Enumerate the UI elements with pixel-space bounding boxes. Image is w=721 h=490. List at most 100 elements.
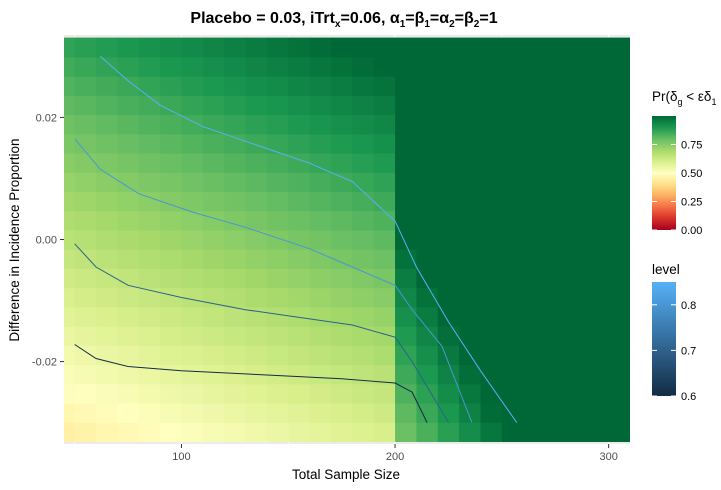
- heat-tile: [330, 287, 353, 308]
- heat-tile: [523, 114, 546, 135]
- legend-label: 0.8: [681, 300, 696, 312]
- heat-tile: [266, 402, 289, 423]
- heat-tile: [352, 133, 375, 154]
- heat-tile: [373, 383, 396, 404]
- heat-tile: [395, 37, 418, 58]
- heat-tile: [395, 152, 418, 173]
- heat-tile: [224, 287, 247, 308]
- heat-tile: [565, 133, 588, 154]
- heat-tile: [416, 210, 439, 231]
- heat-tile: [480, 306, 503, 327]
- heat-tile: [395, 229, 418, 250]
- heat-tile: [480, 229, 503, 250]
- heat-tile: [202, 172, 225, 193]
- heat-tile: [288, 345, 311, 366]
- heat-tile: [117, 76, 140, 96]
- heat-tile: [373, 152, 396, 173]
- heat-tile: [138, 422, 161, 443]
- heat-tile: [608, 326, 630, 346]
- heat-tile: [501, 402, 524, 423]
- heat-tile: [96, 229, 118, 250]
- heat-tile: [437, 345, 460, 366]
- heat-tile: [288, 210, 311, 231]
- heat-tile: [480, 422, 503, 443]
- heat-tile: [480, 191, 503, 212]
- heat-tile: [523, 172, 546, 193]
- heat-tile: [523, 422, 546, 443]
- heat-tile: [160, 152, 183, 173]
- heat-tile: [266, 287, 289, 308]
- heatmap-tiles: [64, 37, 630, 443]
- fill-legend: Pr(δg < εδ1 0.00 0.25 0.50 0.75: [652, 89, 716, 237]
- heat-tile: [352, 287, 375, 308]
- heat-tile: [608, 287, 630, 308]
- heat-tile: [330, 383, 353, 404]
- heat-tile: [74, 56, 97, 77]
- heat-tile: [608, 56, 630, 77]
- heat-tile: [544, 172, 567, 193]
- heat-tile: [330, 268, 353, 289]
- heat-tile: [373, 210, 396, 231]
- heat-tile: [352, 37, 375, 58]
- heat-tile: [224, 172, 247, 193]
- heat-tile: [202, 326, 225, 346]
- heat-tile: [202, 133, 225, 154]
- heat-tile: [138, 210, 161, 231]
- heat-tile: [330, 229, 353, 250]
- heat-tile: [266, 114, 289, 135]
- heat-tile: [395, 114, 418, 135]
- heat-tile: [523, 152, 546, 173]
- heat-tile: [160, 383, 183, 404]
- heat-tile: [330, 37, 353, 58]
- heat-tile: [245, 95, 268, 116]
- heat-tile: [544, 249, 567, 269]
- heat-tile: [160, 56, 183, 77]
- heat-tile: [608, 229, 630, 250]
- heat-tile: [352, 383, 375, 404]
- heat-tile: [437, 114, 460, 135]
- heat-tile: [224, 114, 247, 135]
- heat-tile: [565, 326, 588, 346]
- heat-tile: [64, 133, 76, 154]
- heat-tile: [373, 191, 396, 212]
- heat-tile: [96, 326, 118, 346]
- heat-tile: [138, 95, 161, 116]
- heat-tile: [544, 364, 567, 385]
- heat-tile: [266, 133, 289, 154]
- heat-tile: [288, 249, 311, 269]
- heat-tile: [523, 95, 546, 116]
- contour-line: [74, 138, 473, 423]
- heat-tile: [523, 268, 546, 289]
- heat-tile: [459, 364, 482, 385]
- heat-tile: [587, 172, 610, 193]
- heat-tile: [501, 133, 524, 154]
- heat-tile: [373, 133, 396, 154]
- heat-tile: [480, 56, 503, 77]
- heat-tile: [74, 133, 97, 154]
- heat-tile: [64, 364, 76, 385]
- heat-tile: [288, 37, 311, 58]
- y-tick-label: 0.02: [36, 112, 57, 124]
- heat-tile: [117, 402, 140, 423]
- heat-tile: [608, 402, 630, 423]
- heat-tile: [181, 191, 204, 212]
- heat-tile: [266, 56, 289, 77]
- heat-tile: [437, 268, 460, 289]
- heat-tile: [544, 95, 567, 116]
- heat-tile: [181, 229, 204, 250]
- heat-tile: [501, 345, 524, 366]
- heat-tile: [523, 76, 546, 96]
- heat-tile: [587, 306, 610, 327]
- heat-tile: [480, 345, 503, 366]
- y-tick-label: 0.00: [36, 235, 57, 247]
- legend-label: 0.75: [681, 140, 702, 152]
- heat-tile: [352, 152, 375, 173]
- heat-tile: [245, 210, 268, 231]
- heat-tile: [117, 326, 140, 346]
- heat-tile: [608, 383, 630, 404]
- heat-tile: [181, 383, 204, 404]
- heat-tile: [416, 364, 439, 385]
- heat-tile: [373, 422, 396, 443]
- heat-tile: [352, 229, 375, 250]
